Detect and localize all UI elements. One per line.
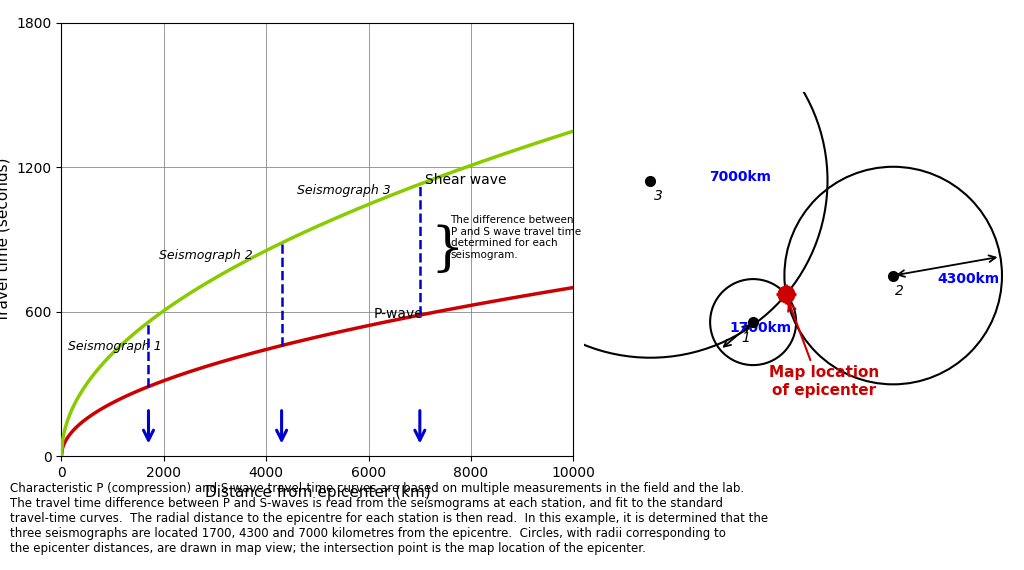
Y-axis label: Travel time (seconds): Travel time (seconds) [0,157,11,321]
Text: Seismograph 1: Seismograph 1 [68,340,162,353]
Text: }: } [430,224,464,275]
Text: 7000km: 7000km [710,170,771,184]
Text: The difference between
P and S wave travel time
determined for each
seismogram.: The difference between P and S wave trav… [451,215,581,260]
Text: 1: 1 [741,331,750,345]
Text: 3: 3 [653,189,663,203]
Text: P-wave: P-wave [374,307,424,320]
Text: Map location
of epicenter: Map location of epicenter [769,365,880,398]
Text: 2: 2 [895,284,904,299]
X-axis label: Distance from epicenter (km): Distance from epicenter (km) [205,485,430,500]
Text: Seismograph 3: Seismograph 3 [297,184,391,197]
Text: Seismograph 2: Seismograph 2 [159,249,253,262]
Text: 4300km: 4300km [937,272,999,286]
Text: Characteristic P (compression) and S-wave travel-time curves are based on multip: Characteristic P (compression) and S-wav… [10,482,768,555]
Text: 1700km: 1700km [730,321,792,335]
Text: Shear wave: Shear wave [425,173,507,187]
